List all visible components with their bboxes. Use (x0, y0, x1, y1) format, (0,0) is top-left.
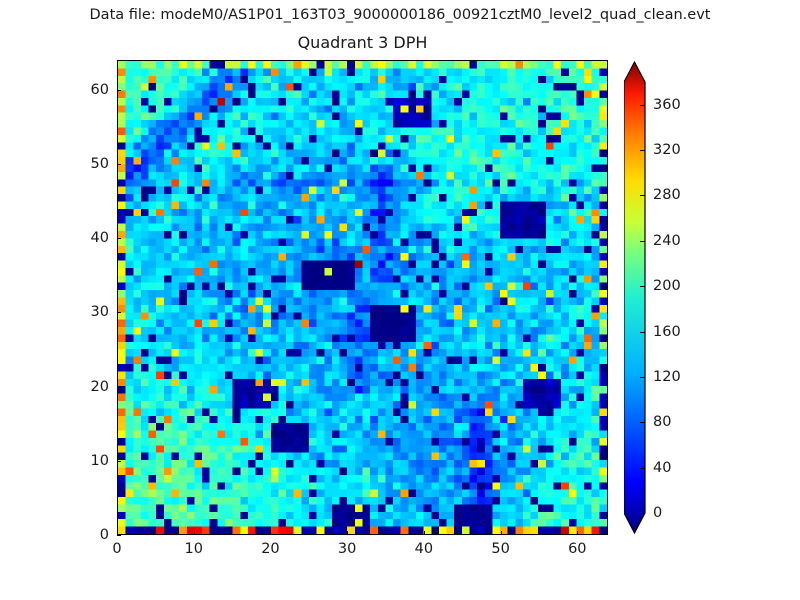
x-tick-mark (193, 531, 195, 535)
colorbar-tick-mark (640, 513, 645, 514)
colorbar-tick-label: 120 (653, 368, 681, 385)
heatmap-image[interactable] (118, 61, 607, 534)
colorbar[interactable] (624, 60, 654, 535)
y-tick-mark (117, 89, 121, 91)
y-tick-label: 10 (90, 452, 109, 469)
colorbar-tick-label: 0 (653, 505, 663, 521)
colorbar-tick-label: 360 (653, 96, 681, 113)
x-tick-label: 50 (491, 541, 510, 557)
y-tick-label: 20 (90, 378, 109, 395)
chart-title: Quadrant 3 DPH (297, 33, 428, 52)
y-tick-label: 40 (90, 230, 109, 247)
colorbar-tick-mark (640, 150, 645, 152)
colorbar-gradient (624, 60, 646, 535)
y-tick-mark (117, 163, 121, 165)
colorbar-tick-mark (640, 422, 645, 424)
colorbar-tick-label: 80 (653, 414, 672, 431)
y-tick-mark (117, 460, 121, 462)
colorbar-tick-label: 240 (653, 232, 681, 249)
y-tick-label: 50 (90, 155, 109, 172)
x-tick-label: 0 (112, 541, 122, 557)
x-tick-mark (500, 531, 502, 535)
colorbar-tick-label: 160 (653, 323, 681, 340)
colorbar-tick-label: 40 (653, 459, 672, 476)
y-tick-mark (117, 238, 121, 240)
y-tick-mark (117, 535, 121, 536)
colorbar-tick-mark (640, 286, 645, 288)
x-tick-label: 10 (184, 541, 203, 557)
colorbar-tick-mark (640, 376, 645, 378)
colorbar-tick-mark (640, 331, 645, 333)
x-tick-label: 60 (568, 541, 587, 557)
x-tick-mark (117, 531, 118, 535)
colorbar-tick-label: 200 (653, 278, 681, 295)
colorbar-tick-mark (640, 467, 645, 469)
x-tick-label: 30 (337, 541, 357, 557)
x-tick-mark (577, 531, 579, 535)
data-file-label: Data file: modeM0/AS1P01_163T03_90000001… (89, 7, 711, 23)
y-tick-mark (117, 312, 121, 314)
x-tick-mark (347, 531, 349, 535)
colorbar-tick-label: 280 (653, 187, 681, 204)
colorbar-tick-mark (640, 195, 645, 197)
x-tick-label: 20 (261, 541, 280, 557)
x-tick-mark (423, 531, 425, 535)
y-tick-label: 60 (90, 81, 109, 98)
colorbar-tick-mark (640, 240, 645, 242)
y-tick-label: 0 (99, 527, 109, 543)
x-tick-label: 40 (414, 541, 434, 557)
colorbar-tick-mark (640, 104, 645, 106)
x-tick-mark (270, 531, 272, 535)
colorbar-tick-label: 320 (653, 142, 681, 159)
y-tick-mark (117, 386, 121, 388)
heatmap-axes[interactable] (117, 60, 608, 535)
y-tick-label: 30 (90, 304, 109, 321)
